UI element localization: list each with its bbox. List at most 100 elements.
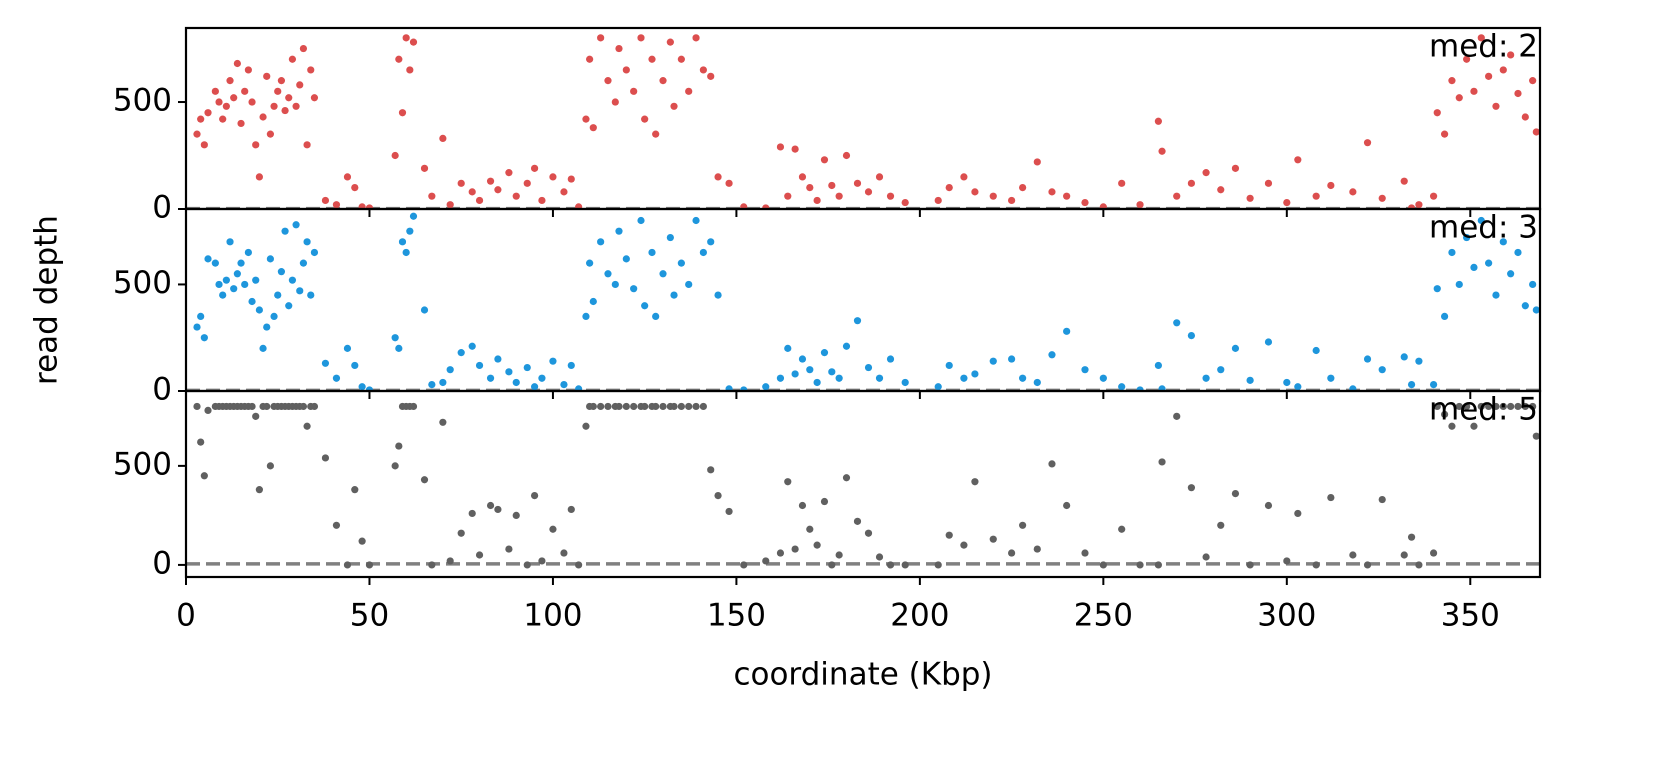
point — [299, 44, 308, 53]
point — [468, 509, 476, 518]
point — [292, 221, 300, 229]
point — [575, 203, 583, 209]
point — [677, 259, 685, 267]
point — [428, 561, 436, 569]
point — [296, 287, 304, 295]
point — [1154, 361, 1162, 370]
point — [1283, 557, 1291, 565]
y-tick-label: 0 — [152, 190, 172, 226]
point — [402, 34, 410, 42]
point — [1158, 147, 1166, 155]
point — [197, 312, 205, 321]
y-axis-label: read depth — [29, 215, 65, 385]
point — [475, 196, 484, 205]
point — [512, 378, 520, 387]
point — [901, 198, 909, 207]
point — [725, 179, 733, 187]
point — [630, 87, 638, 95]
point — [343, 344, 352, 352]
point — [237, 119, 245, 128]
point — [1378, 194, 1386, 202]
point — [1264, 501, 1273, 510]
point — [351, 361, 359, 370]
point — [1187, 484, 1196, 492]
point — [1048, 460, 1056, 468]
point — [358, 383, 366, 391]
point — [1008, 549, 1016, 557]
point — [241, 280, 249, 289]
point — [945, 184, 953, 192]
point — [1470, 263, 1478, 271]
point — [288, 55, 297, 63]
point — [512, 192, 520, 200]
point — [648, 248, 656, 257]
point — [409, 212, 418, 220]
plot-area — [186, 402, 1540, 569]
point — [270, 312, 278, 321]
point — [343, 561, 352, 569]
point — [1118, 383, 1126, 391]
point — [1455, 280, 1463, 289]
point — [1033, 545, 1041, 553]
point — [398, 109, 407, 117]
point — [358, 203, 366, 209]
y-tick-label: 0 — [152, 545, 172, 581]
point — [1448, 248, 1456, 257]
point — [1294, 509, 1302, 518]
point — [1532, 128, 1540, 136]
point — [1440, 130, 1449, 138]
point — [828, 368, 836, 376]
point — [321, 454, 330, 462]
point — [505, 545, 513, 553]
point — [971, 478, 979, 486]
point — [560, 381, 568, 389]
point — [1154, 561, 1162, 569]
point — [597, 34, 605, 42]
point — [321, 196, 330, 205]
point — [1217, 186, 1225, 194]
point — [652, 402, 660, 411]
point — [310, 94, 319, 102]
point — [604, 77, 612, 85]
point — [1327, 374, 1335, 382]
point — [351, 486, 359, 494]
point — [622, 402, 630, 411]
point — [637, 34, 645, 42]
point — [1400, 353, 1408, 361]
point — [707, 238, 715, 246]
point — [901, 378, 909, 387]
point — [1499, 402, 1507, 411]
point — [428, 192, 436, 200]
point — [791, 370, 799, 378]
point — [494, 186, 502, 194]
point — [1202, 553, 1210, 561]
point — [523, 179, 531, 187]
point — [886, 355, 895, 363]
point — [1246, 376, 1254, 384]
point — [197, 438, 205, 446]
point — [200, 472, 208, 480]
point — [630, 402, 638, 411]
point — [1173, 412, 1181, 420]
point — [1463, 402, 1471, 411]
point — [233, 270, 241, 278]
point — [1463, 233, 1471, 242]
point — [468, 188, 476, 196]
y-tick-label: 500 — [113, 265, 172, 301]
point — [1312, 561, 1320, 569]
point — [244, 248, 252, 257]
point — [1514, 89, 1522, 98]
point — [875, 173, 884, 181]
point — [989, 535, 997, 543]
x-tick-label: 300 — [1257, 598, 1316, 634]
point — [406, 66, 414, 74]
point — [648, 55, 656, 63]
point — [1529, 280, 1537, 289]
point — [784, 344, 792, 352]
point — [1063, 192, 1071, 200]
point — [1415, 201, 1423, 209]
point — [828, 181, 836, 190]
point — [666, 38, 674, 46]
point — [494, 355, 502, 363]
point — [714, 491, 722, 500]
